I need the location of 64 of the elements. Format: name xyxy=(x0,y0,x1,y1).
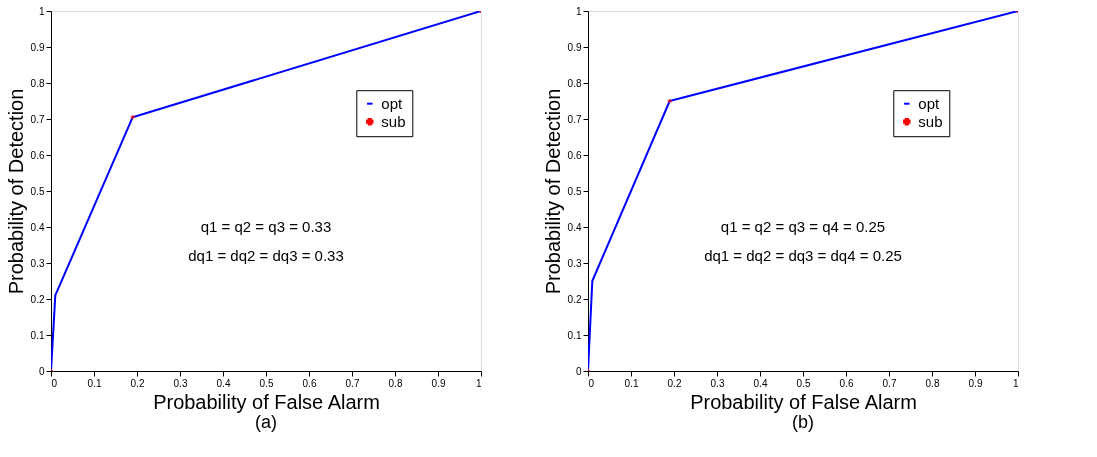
y-axis-title: Probability of Detection xyxy=(4,88,27,295)
y-tick-label: 0.7 xyxy=(567,113,582,125)
x-tick-label: 0.5 xyxy=(796,377,811,389)
x-tick-label: 0.9 xyxy=(968,377,983,389)
point xyxy=(667,98,672,104)
x-tick-label: 1 xyxy=(475,377,482,389)
x-tick-label: 0 xyxy=(588,377,595,389)
y-tick-label: 0.9 xyxy=(30,41,45,53)
y-tick-label: 0.6 xyxy=(567,149,582,161)
legend-label: opt xyxy=(918,94,940,112)
x-tick-label: 0.1 xyxy=(87,377,102,389)
y-tick-label: 1 xyxy=(38,5,45,17)
y-tick-label: 0.3 xyxy=(567,257,582,269)
x-tick-label: 0.3 xyxy=(710,377,725,389)
legend-label: sub xyxy=(918,112,943,130)
legend-label: opt xyxy=(381,94,403,112)
x-tick-label: 0.6 xyxy=(302,377,317,389)
x-tick-label: 1 xyxy=(1012,377,1019,389)
legend-label: sub xyxy=(381,112,406,130)
annotation: dq1 = dq2 = dq3 = 0.33 xyxy=(188,246,344,264)
point xyxy=(130,115,135,120)
y-tick-label: 0.4 xyxy=(30,221,45,233)
x-axis-title: Probability of False Alarm xyxy=(690,390,917,413)
x-tick-label: 0.2 xyxy=(130,377,145,389)
text: (b) xyxy=(792,412,814,432)
y-tick-label: 0.2 xyxy=(30,293,45,305)
x-tick-label: 0.6 xyxy=(839,377,854,389)
x-tick-label: 0.7 xyxy=(882,377,897,389)
annotation: q1 = q2 = q3 = 0.33 xyxy=(200,218,332,235)
x-tick-label: 0.4 xyxy=(216,377,231,389)
y-tick-label: 0.5 xyxy=(567,185,582,197)
y-tick-label: 0.5 xyxy=(30,185,45,197)
y-tick-label: 0.4 xyxy=(567,221,582,233)
x-tick-label: 0.9 xyxy=(431,377,446,389)
x-tick-label: 0.3 xyxy=(173,377,188,389)
y-tick-label: 0 xyxy=(575,365,582,377)
y-tick-label: 1 xyxy=(575,5,582,17)
x-tick-label: 0.5 xyxy=(259,377,274,389)
y-axis-title: Probability of Detection xyxy=(541,88,564,295)
text: (a) xyxy=(255,412,277,432)
point xyxy=(478,11,481,14)
y-tick-label: 0.9 xyxy=(567,41,582,53)
y-tick-label: 0.3 xyxy=(30,257,45,269)
y-tick-label: 0.2 xyxy=(567,293,582,305)
x-axis-title: Probability of False Alarm xyxy=(153,390,380,413)
x-tick-label: 0.2 xyxy=(667,377,682,389)
y-tick-label: 0.1 xyxy=(30,329,45,341)
y-tick-label: 0.7 xyxy=(30,113,45,125)
annotation: q1 = q2 = q3 = q4 = 0.25 xyxy=(720,218,886,235)
y-tick-label: 0.8 xyxy=(30,77,45,89)
annotation: dq1 = dq2 = dq3 = dq4 = 0.25 xyxy=(704,246,902,264)
point xyxy=(51,368,54,371)
x-tick-label: 0.7 xyxy=(345,377,360,389)
x-tick-label: 0.4 xyxy=(753,377,768,389)
y-tick-label: 0.1 xyxy=(567,329,582,341)
x-tick-label: 0 xyxy=(51,377,58,389)
point xyxy=(1015,11,1018,14)
y-tick-label: 0.8 xyxy=(567,77,582,89)
y-tick-label: 0.6 xyxy=(30,149,45,161)
y-tick-label: 0 xyxy=(38,365,45,377)
x-tick-label: 0.1 xyxy=(624,377,639,389)
x-tick-label: 0.8 xyxy=(388,377,403,389)
point xyxy=(588,368,591,371)
x-tick-label: 0.8 xyxy=(925,377,940,389)
